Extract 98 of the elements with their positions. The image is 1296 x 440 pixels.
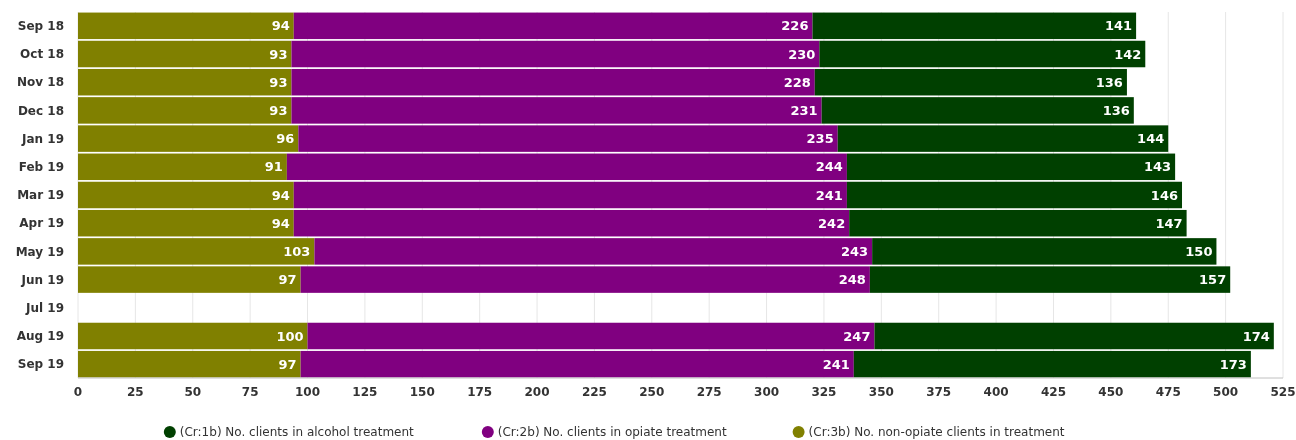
data-label: 93 — [269, 74, 288, 90]
bar — [293, 12, 813, 40]
bar — [78, 209, 294, 237]
bar — [291, 40, 820, 68]
data-label: 230 — [788, 46, 816, 62]
x-tick-label: 0 — [73, 385, 83, 399]
data-label: 248 — [838, 272, 866, 288]
bar — [874, 322, 1274, 350]
y-tick-label: Jul 19 — [25, 300, 64, 315]
bar — [78, 153, 287, 181]
x-tick-label: 25 — [127, 385, 144, 399]
x-tick-label: 425 — [1040, 385, 1067, 399]
y-tick-label: Feb 19 — [18, 160, 64, 174]
x-tick-label: 250 — [639, 385, 665, 399]
data-label: 235 — [806, 131, 834, 147]
bar — [853, 350, 1251, 378]
y-tick-label: Nov 18 — [17, 75, 64, 90]
data-label: 93 — [269, 102, 288, 118]
y-tick-label: Mar 19 — [17, 188, 64, 203]
data-label: 144 — [1137, 131, 1165, 147]
data-label: 241 — [822, 356, 850, 372]
data-label: 146 — [1150, 187, 1179, 203]
bar — [819, 40, 1146, 68]
bar — [291, 68, 815, 96]
data-label: 97 — [278, 272, 297, 288]
data-label: 157 — [1199, 272, 1227, 288]
y-tick-label: Oct 18 — [20, 47, 64, 62]
bar — [78, 12, 294, 40]
data-label: 136 — [1095, 74, 1123, 90]
data-label: 94 — [271, 18, 290, 34]
data-label: 242 — [818, 215, 846, 231]
bar — [300, 350, 854, 378]
data-label: 226 — [781, 18, 809, 34]
data-label: 103 — [283, 243, 311, 259]
bar — [293, 181, 847, 209]
data-label: 244 — [815, 159, 843, 175]
data-label: 94 — [271, 187, 290, 203]
data-label: 174 — [1242, 328, 1270, 344]
data-label: 147 — [1155, 215, 1183, 231]
data-label: 228 — [783, 74, 811, 90]
x-tick-label: 50 — [184, 385, 202, 399]
y-tick-label: Jan 19 — [21, 131, 64, 146]
x-tick-label: 75 — [241, 385, 259, 399]
x-tick-label: 475 — [1155, 385, 1181, 399]
bar — [78, 350, 301, 378]
bar — [286, 153, 847, 181]
legend-label: (Cr:3b) No. non-opiate clients in treatment — [808, 425, 1065, 440]
y-tick-label: Apr 19 — [19, 216, 64, 231]
legend-label: (Cr:2b) No. clients in opiate treatment — [497, 425, 727, 440]
y-tick-label: Aug 19 — [16, 329, 64, 344]
x-tick-label: 125 — [352, 385, 378, 399]
data-label: 231 — [790, 102, 818, 118]
bar — [293, 209, 850, 237]
data-label: 142 — [1114, 46, 1142, 62]
x-tick-label: 225 — [581, 385, 607, 399]
data-label: 243 — [841, 243, 869, 259]
y-tick-label: Sep 19 — [17, 357, 64, 372]
x-tick-label: 200 — [524, 385, 550, 399]
bar — [814, 68, 1127, 96]
x-tick-label: 325 — [811, 385, 837, 399]
bar — [849, 209, 1187, 237]
legend-label: (Cr:1b) No. clients in alcohol treatment — [179, 425, 415, 440]
x-tick-label: 100 — [294, 385, 321, 399]
data-label: 136 — [1102, 102, 1130, 118]
x-tick-label: 375 — [926, 385, 952, 399]
data-label: 247 — [843, 328, 871, 344]
data-label: 241 — [815, 187, 843, 203]
x-tick-label: 175 — [467, 385, 493, 399]
bar — [846, 181, 1183, 209]
x-tick-label: 150 — [409, 385, 435, 399]
x-tick-label: 525 — [1270, 385, 1296, 399]
data-label: 100 — [276, 328, 304, 344]
bar — [78, 181, 294, 209]
data-label: 93 — [269, 46, 288, 62]
data-label: 173 — [1219, 356, 1247, 372]
bar — [812, 12, 1137, 40]
data-label: 94 — [271, 215, 290, 231]
data-label: 97 — [278, 356, 297, 372]
y-tick-label: Sep 18 — [17, 19, 64, 34]
y-tick-label: Jun 19 — [20, 272, 64, 287]
bar — [846, 153, 1176, 181]
bar — [78, 40, 292, 68]
bar — [78, 68, 292, 96]
y-tick-label: May 19 — [15, 244, 64, 259]
data-label: 143 — [1143, 159, 1172, 175]
data-label: 96 — [276, 131, 295, 147]
y-tick-label: Dec 18 — [17, 103, 64, 118]
x-tick-label: 500 — [1213, 385, 1239, 399]
bar — [78, 322, 308, 350]
x-tick-label: 275 — [696, 385, 722, 399]
x-tick-label: 400 — [983, 385, 1009, 399]
x-tick-label: 450 — [1098, 385, 1124, 399]
x-tick-label: 350 — [868, 385, 894, 399]
bar — [307, 322, 875, 350]
data-label: 141 — [1104, 18, 1133, 34]
x-tick-label: 300 — [754, 385, 780, 399]
data-label: 150 — [1185, 243, 1213, 259]
data-label: 91 — [264, 159, 283, 175]
